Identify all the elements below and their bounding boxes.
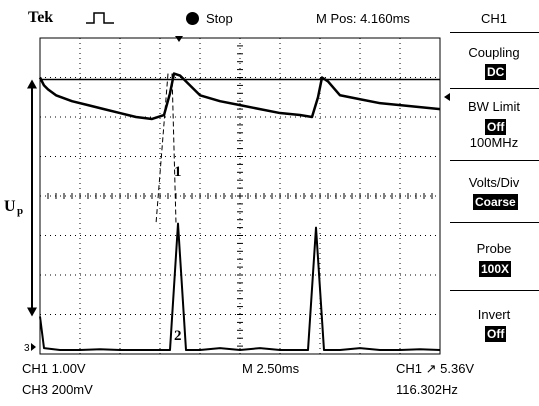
frequency-readout: 116.302Hz	[396, 382, 458, 397]
invert-label: Invert	[477, 307, 511, 322]
ch3-marker-label: 3	[24, 343, 30, 354]
coupling-button[interactable]: DC	[485, 64, 507, 80]
bw-limit-label: BW Limit	[468, 99, 520, 114]
bw-limit-frequency: 100MHz	[469, 135, 519, 150]
trace-2-label: 2	[174, 328, 182, 344]
trace-2	[39, 222, 441, 352]
menu-divider	[450, 88, 539, 89]
up-arrow-head-bottom	[27, 307, 37, 317]
volts-div-button[interactable]: Coarse	[473, 194, 518, 210]
trigger-position-icon	[175, 36, 183, 42]
volts-div-label: Volts/Div	[468, 175, 520, 190]
dashed-guide-line	[155, 73, 169, 224]
dashed-guide-line	[171, 73, 177, 224]
trigger-level-icon	[444, 93, 450, 101]
menu-divider	[450, 290, 539, 291]
menu-divider	[450, 32, 539, 33]
up-label: U	[4, 198, 16, 215]
menu-divider	[450, 160, 539, 161]
up-label-subscript: p	[17, 205, 23, 217]
probe-button[interactable]: 100X	[479, 261, 512, 277]
menu-channel-title: CH1	[480, 11, 507, 26]
stop-indicator-icon	[186, 12, 199, 25]
trace-1	[38, 72, 441, 121]
ch1-scale-readout: CH1 1.00V	[22, 361, 86, 376]
menu-divider	[450, 222, 539, 223]
invert-button[interactable]: Off	[485, 326, 507, 342]
trigger-readout: CH1 ↗ 5.36V	[396, 361, 475, 376]
run-state-label: Stop	[206, 11, 233, 26]
brand-logo: Tek	[28, 9, 54, 26]
ch3-ground-icon	[31, 343, 36, 351]
up-arrow-head-top	[27, 79, 37, 89]
ch3-scale-readout: CH3 200mV	[22, 382, 93, 397]
trace-1-label: 1	[174, 164, 182, 180]
coupling-label: Coupling	[468, 45, 520, 60]
bw-limit-button[interactable]: Off	[485, 119, 507, 135]
m-pos-readout: M Pos: 4.160ms	[316, 11, 410, 26]
trigger-pulse-icon	[86, 12, 114, 24]
timebase-readout: M 2.50ms	[242, 361, 300, 376]
probe-label: Probe	[476, 241, 512, 256]
